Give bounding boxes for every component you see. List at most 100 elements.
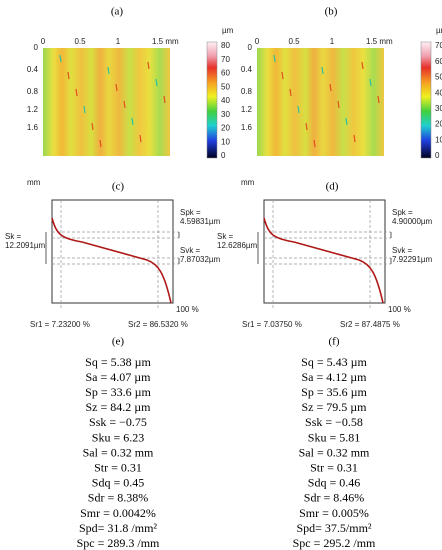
parameter: Sdr = 8.38% (88, 491, 148, 505)
parameter: Sku = 6.23 (92, 430, 144, 444)
scratch (83, 105, 86, 114)
colorbar-tick: 20 (435, 120, 442, 129)
y-tick-label: 1.6 (27, 123, 39, 132)
scratch (353, 134, 356, 143)
sk-label: 12.6286µm (217, 241, 258, 250)
colorbar-tick: 70 (435, 41, 442, 50)
panel-label: (d) (326, 181, 339, 193)
panel-label: (b) (325, 6, 338, 18)
parameter: Sdq = 0.45 (92, 476, 144, 490)
parameter: Sq = 5.43 µm (301, 355, 367, 369)
colorbar-tick: 0 (221, 151, 226, 160)
colorbar-tick: 30 (435, 104, 442, 113)
y-tick-label: 1.6 (241, 123, 253, 132)
parameter: Sq = 5.38 µm (85, 355, 151, 369)
height-map (257, 48, 384, 156)
colorbar-tick: 20 (221, 124, 230, 133)
svk-label: 7.87032µm (180, 255, 221, 264)
y-tick-label: 0.8 (27, 87, 39, 96)
parameter: Sdq = 0.46 (308, 476, 360, 490)
scratch (75, 88, 78, 97)
curve-frame (51, 199, 174, 304)
panel-label: (f) (329, 336, 340, 348)
scratch (163, 95, 166, 104)
parameter: Str = 0.31 (94, 460, 142, 474)
scratch (59, 54, 62, 63)
sk-label: 12.2091µm (5, 241, 46, 250)
x-tick-label: 1.5 mm (152, 37, 179, 46)
scratch (147, 61, 150, 70)
colorbar-tick: 70 (221, 55, 230, 64)
sr1-label: Sr1 = 7.23200 % (30, 320, 90, 329)
sk-label: Sk = (217, 232, 234, 241)
scratch (91, 122, 94, 131)
spk-label: 4.59831µm (180, 217, 221, 226)
scratch (131, 117, 134, 126)
parameter: Str = 0.31 (310, 460, 358, 474)
parameter: Sdr = 8.46% (304, 491, 364, 505)
colorbar-tick: 10 (221, 137, 230, 146)
colorbar-tick: 60 (435, 57, 442, 66)
scratch (329, 83, 332, 92)
x-tick-label: 0.5 (74, 37, 86, 46)
curve-frame (263, 199, 386, 304)
y-tick-label: 0.4 (27, 65, 39, 74)
scratch (345, 117, 348, 126)
x-tick-label: 0 (255, 37, 260, 46)
scratch (273, 54, 276, 63)
parameter: Smr = 0.005% (299, 506, 369, 520)
y-tick-label: 1.2 (27, 105, 39, 114)
colorbar-tick: 50 (221, 82, 230, 91)
y-tick-label: 0.4 (241, 65, 253, 74)
colorbar-unit: µm (436, 26, 442, 35)
colorbar-tick: 40 (435, 88, 442, 97)
panel-label: (e) (112, 336, 125, 348)
x-tick-label: 0 (41, 37, 46, 46)
y-tick-label: 0.8 (241, 87, 253, 96)
sk-label: Sk = (5, 232, 22, 241)
scratch (377, 95, 380, 104)
y-unit: mm (27, 178, 41, 187)
scratch (115, 83, 118, 92)
panel-label: (c) (112, 181, 125, 193)
parameter: Ssk = −0.58 (305, 415, 363, 429)
parameter: Spd= 37.5/mm² (296, 521, 371, 535)
colorbar (420, 41, 432, 159)
height-map (43, 48, 170, 156)
parameter: Spd= 31.8 /mm² (79, 521, 157, 535)
svk-label: Svk = (180, 246, 201, 255)
x-tick-label: 0.5 (288, 37, 300, 46)
parameter: Sz = 79.5 µm (301, 400, 367, 414)
scratch (289, 88, 292, 97)
parameter: Sa = 4.07 µm (85, 370, 151, 384)
parameter: Ssk = −0.75 (89, 415, 147, 429)
x-end-label: 100 % (176, 305, 199, 314)
spk-label: Spk = (392, 208, 413, 217)
bearing-curve (51, 217, 172, 304)
sr2-label: Sr2 = 87.4875 % (340, 320, 400, 329)
scratch (313, 139, 316, 148)
parameter: Spc = 289.3 /mm (77, 536, 160, 550)
panel-label: (a) (111, 6, 124, 18)
colorbar-tick: 40 (221, 96, 230, 105)
scratch (369, 78, 372, 87)
scratch (155, 78, 158, 87)
scratch (305, 122, 308, 131)
scratch (297, 105, 300, 114)
scratch (123, 100, 126, 109)
parameter: Smr = 0.0042% (80, 506, 156, 520)
scratch (321, 66, 324, 75)
spk-label: Spk = (180, 208, 201, 217)
parameter: Sal = 0.32 mm (83, 445, 154, 459)
svk-label: Svk = (392, 246, 413, 255)
colorbar-tick: 80 (221, 41, 230, 50)
scratch (139, 134, 142, 143)
scratch (67, 71, 70, 80)
scratch (99, 139, 102, 148)
scratch (337, 100, 340, 109)
y-tick-label: 0 (34, 43, 39, 52)
parameter: Sz = 84.2 µm (85, 400, 151, 414)
sr2-label: Sr2 = 86.5320 % (128, 320, 188, 329)
bearing-curve (263, 217, 384, 304)
